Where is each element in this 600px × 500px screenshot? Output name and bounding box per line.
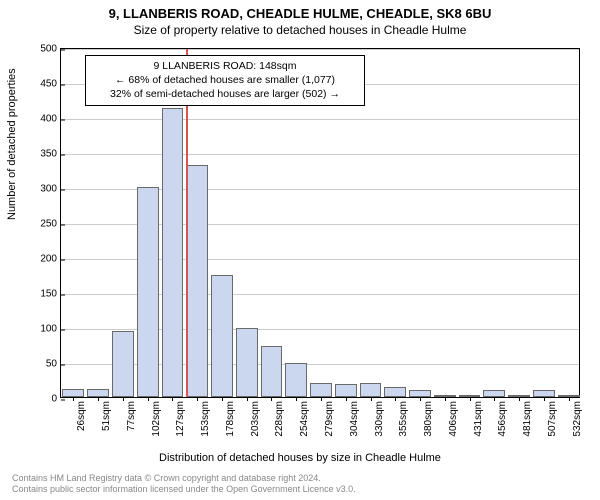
footer-attribution: Contains HM Land Registry data © Crown c…: [12, 473, 356, 496]
y-gridline: [61, 154, 579, 155]
y-tick-label: 400: [33, 114, 61, 125]
x-tick-label: 330sqm: [374, 401, 385, 437]
x-tick-label: 279sqm: [324, 401, 335, 437]
footer-line-2: Contains public sector information licen…: [12, 484, 356, 496]
plot-area: 9 LLANBERIS ROAD: 148sqm← 68% of detache…: [60, 48, 580, 398]
page-subtitle: Size of property relative to detached ho…: [0, 21, 600, 37]
histogram-bar: [112, 331, 134, 398]
x-tick-mark: [197, 397, 198, 401]
x-tick-mark: [148, 397, 149, 401]
y-tick-label: 350: [33, 149, 61, 160]
x-tick-mark: [494, 397, 495, 401]
page-title: 9, LLANBERIS ROAD, CHEADLE HULME, CHEADL…: [0, 0, 600, 21]
x-tick-mark: [296, 397, 297, 401]
y-tick-label: 200: [33, 254, 61, 265]
y-tick-label: 500: [33, 44, 61, 55]
x-tick-mark: [569, 397, 570, 401]
x-tick-mark: [445, 397, 446, 401]
x-tick-label: 532sqm: [572, 401, 583, 437]
x-tick-label: 127sqm: [175, 401, 186, 437]
x-tick-label: 153sqm: [200, 401, 211, 437]
y-tick-label: 450: [33, 79, 61, 90]
histogram-bar: [558, 395, 580, 397]
x-tick-label: 102sqm: [151, 401, 162, 437]
annotation-line: 9 LLANBERIS ROAD: 148sqm: [92, 59, 358, 73]
x-tick-label: 77sqm: [126, 401, 137, 431]
x-tick-label: 51sqm: [101, 401, 112, 431]
annotation-line: ← 68% of detached houses are smaller (1,…: [92, 73, 358, 87]
x-tick-mark: [371, 397, 372, 401]
x-tick-label: 26sqm: [76, 401, 87, 431]
x-tick-label: 254sqm: [299, 401, 310, 437]
x-tick-mark: [172, 397, 173, 401]
histogram-bar: [285, 363, 307, 397]
histogram-bar: [533, 390, 555, 397]
histogram-bar: [409, 390, 431, 397]
x-tick-mark: [346, 397, 347, 401]
y-gridline: [61, 49, 579, 50]
x-tick-mark: [395, 397, 396, 401]
chart-container: 9, LLANBERIS ROAD, CHEADLE HULME, CHEADL…: [0, 0, 600, 500]
histogram-bar: [162, 108, 184, 397]
histogram-bar: [483, 390, 505, 397]
histogram-bar: [459, 395, 481, 397]
histogram-bar: [261, 346, 283, 397]
x-tick-label: 380sqm: [423, 401, 434, 437]
footer-line-1: Contains HM Land Registry data © Crown c…: [12, 473, 356, 485]
x-tick-mark: [247, 397, 248, 401]
y-axis-label: Number of detached properties: [6, 68, 18, 220]
y-tick-label: 150: [33, 289, 61, 300]
x-tick-label: 203sqm: [250, 401, 261, 437]
x-tick-mark: [271, 397, 272, 401]
x-tick-label: 481sqm: [522, 401, 533, 437]
histogram-bar: [310, 383, 332, 397]
x-tick-mark: [222, 397, 223, 401]
histogram-bar: [384, 387, 406, 398]
x-tick-label: 431sqm: [473, 401, 484, 437]
histogram-bar: [434, 395, 456, 397]
y-tick-label: 300: [33, 184, 61, 195]
x-tick-label: 507sqm: [547, 401, 558, 437]
x-tick-mark: [321, 397, 322, 401]
annotation-box: 9 LLANBERIS ROAD: 148sqm← 68% of detache…: [85, 55, 365, 106]
x-tick-label: 355sqm: [398, 401, 409, 437]
x-tick-label: 228sqm: [274, 401, 285, 437]
y-gridline: [61, 119, 579, 120]
annotation-line: 32% of semi-detached houses are larger (…: [92, 87, 358, 101]
histogram-bar: [236, 328, 258, 397]
x-tick-mark: [544, 397, 545, 401]
histogram-bar: [87, 389, 109, 397]
histogram-bar: [211, 275, 233, 398]
histogram-bar: [508, 395, 530, 397]
x-tick-mark: [73, 397, 74, 401]
x-axis-label: Distribution of detached houses by size …: [0, 452, 600, 464]
x-tick-mark: [470, 397, 471, 401]
x-tick-label: 304sqm: [349, 401, 360, 437]
x-tick-mark: [420, 397, 421, 401]
histogram-bar: [62, 389, 84, 397]
histogram-bar: [360, 383, 382, 397]
y-tick-label: 0: [33, 394, 61, 405]
y-tick-label: 250: [33, 219, 61, 230]
y-tick-label: 100: [33, 324, 61, 335]
histogram-bar: [137, 187, 159, 397]
x-tick-label: 178sqm: [225, 401, 236, 437]
x-tick-label: 406sqm: [448, 401, 459, 437]
histogram-bar: [186, 165, 208, 397]
y-tick-label: 50: [33, 359, 61, 370]
x-tick-label: 456sqm: [497, 401, 508, 437]
x-tick-mark: [519, 397, 520, 401]
histogram-bar: [335, 384, 357, 397]
x-tick-mark: [123, 397, 124, 401]
x-tick-mark: [98, 397, 99, 401]
